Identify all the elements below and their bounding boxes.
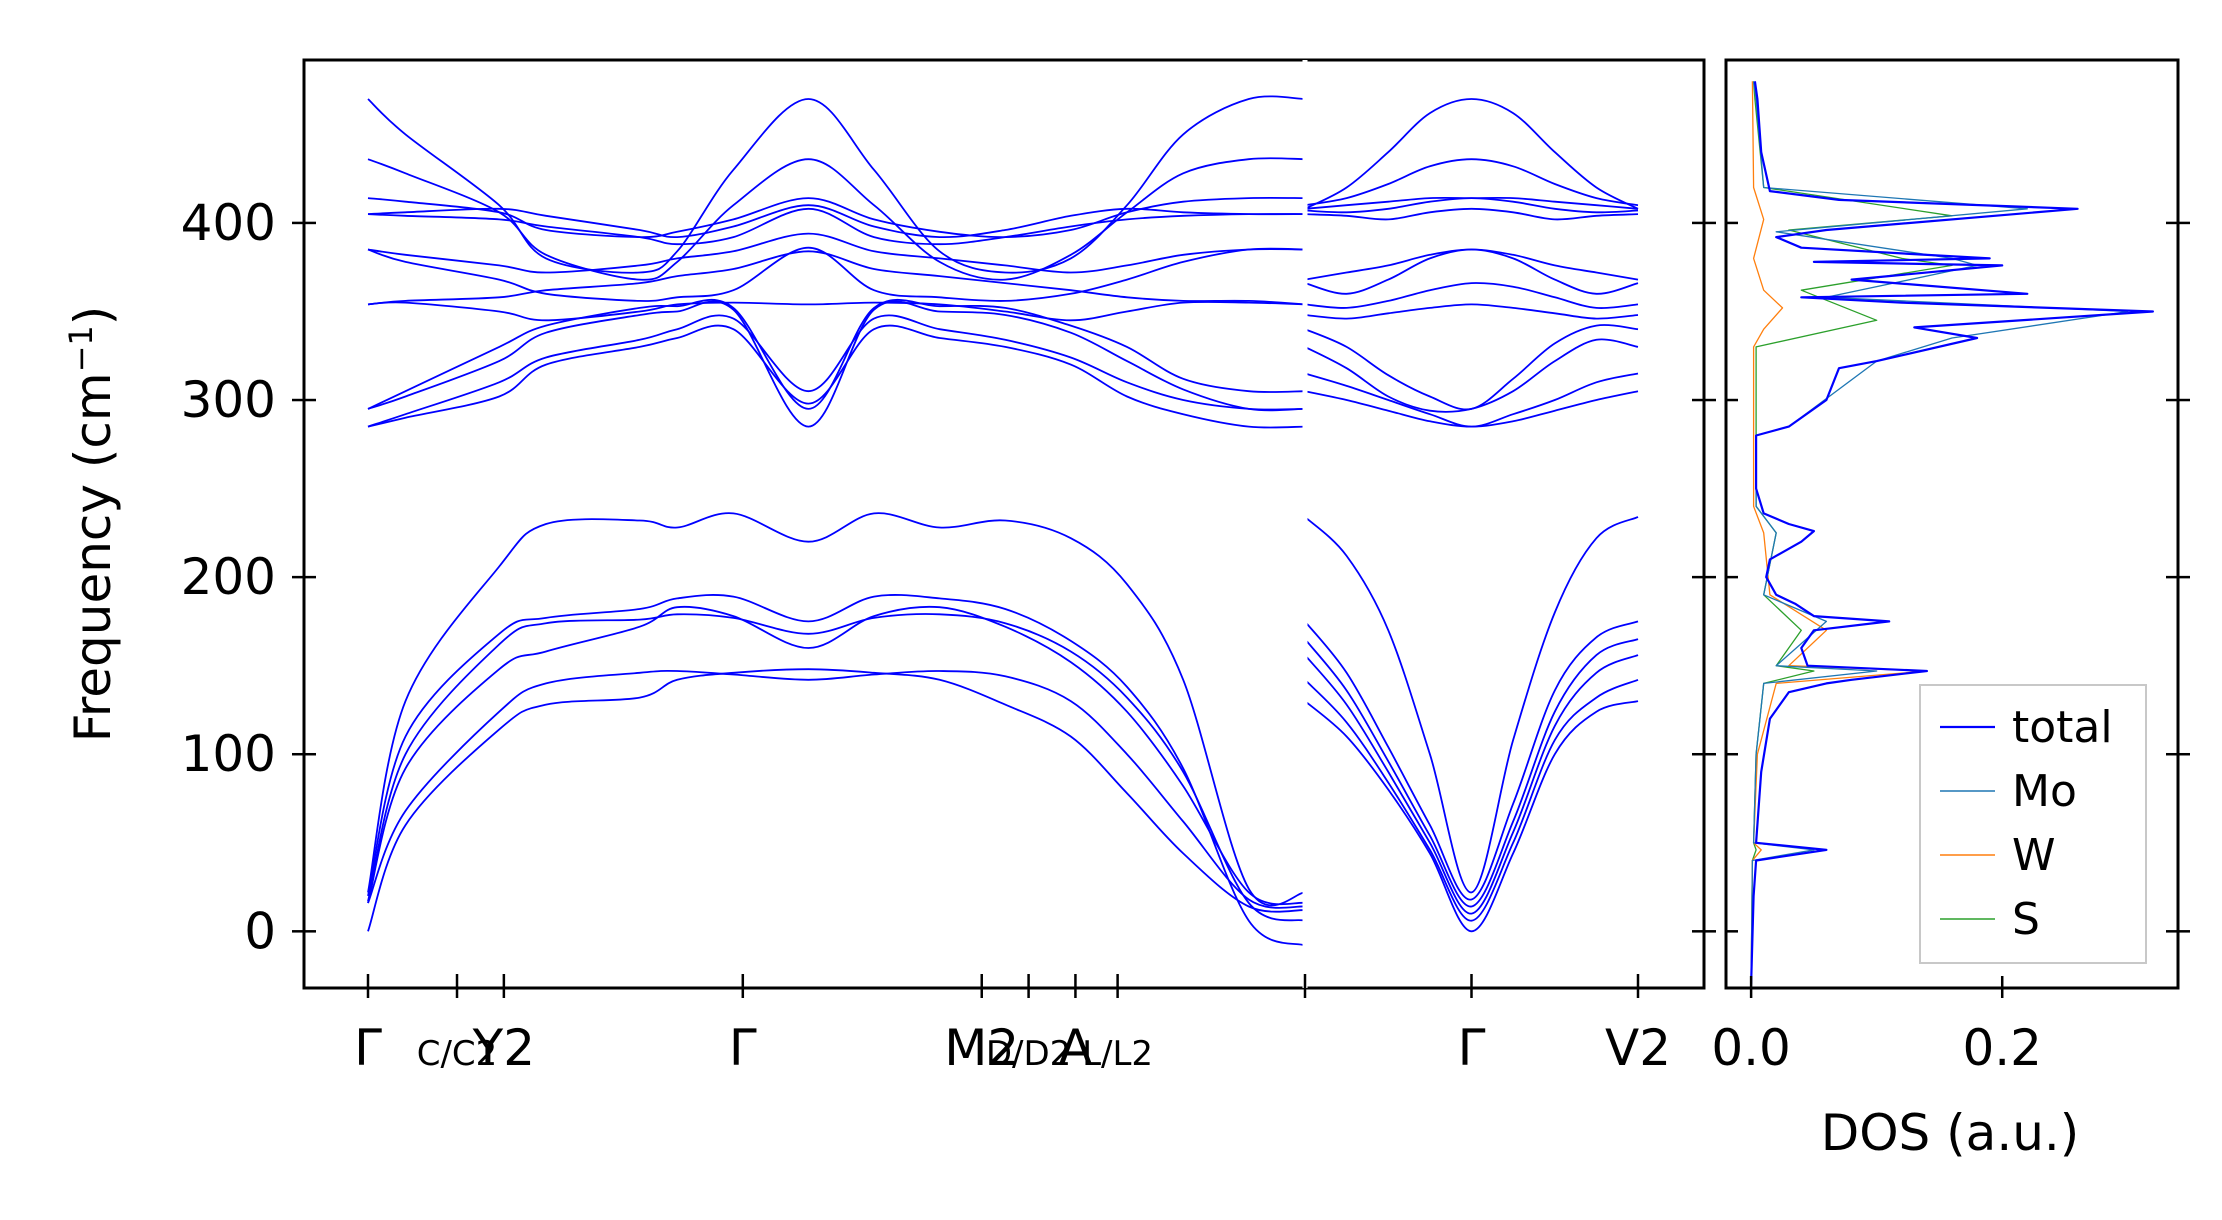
band-line bbox=[1304, 158, 1639, 207]
band-line bbox=[1304, 700, 1639, 933]
band-line bbox=[1304, 282, 1639, 310]
band-line bbox=[367, 314, 1306, 428]
band-line bbox=[367, 196, 1306, 239]
band-line bbox=[367, 300, 1306, 428]
legend-label-w: W bbox=[2012, 830, 2056, 881]
high-symmetry-label-main: A bbox=[1058, 1019, 1092, 1077]
band-plot-frame bbox=[302, 58, 1706, 990]
y-axis-label-close: ) bbox=[64, 306, 122, 326]
y-axis-label: Frequency (cm−1) bbox=[62, 306, 122, 743]
legend-label-s: S bbox=[2012, 894, 2040, 945]
dos-plot-frame bbox=[1724, 58, 2180, 990]
high-symmetry-label: Γ bbox=[354, 1019, 382, 1077]
high-symmetry-label: Γ bbox=[1458, 1019, 1486, 1077]
y-tick-label: 400 bbox=[181, 194, 276, 252]
high-symmetry-label-main: Γ bbox=[354, 1019, 382, 1077]
y-tick-label: 100 bbox=[181, 725, 276, 783]
high-symmetry-label: C/C2 bbox=[417, 1034, 498, 1074]
high-symmetry-label-sub: L/L2 bbox=[1082, 1034, 1153, 1074]
band-line bbox=[1304, 516, 1639, 894]
dos-x-axis-label: DOS (a.u.) bbox=[1821, 1104, 2080, 1162]
high-symmetry-label-main: M bbox=[944, 1019, 987, 1077]
dos-x-tick-label: 0.2 bbox=[1962, 1019, 2042, 1077]
high-symmetry-label: Y2 bbox=[472, 1019, 535, 1077]
band-line bbox=[1304, 207, 1639, 221]
high-symmetry-label-main: Y bbox=[472, 1019, 504, 1077]
band-curves bbox=[367, 95, 1639, 947]
y-tick-label: 200 bbox=[181, 548, 276, 606]
high-symmetry-label-main: V bbox=[1605, 1019, 1639, 1077]
band-line bbox=[367, 669, 1306, 909]
high-symmetry-label-main: Γ bbox=[729, 1019, 757, 1077]
band-line bbox=[367, 250, 1306, 306]
band-line bbox=[1304, 638, 1639, 908]
high-symmetry-label-sub: 2 bbox=[503, 1019, 535, 1077]
dos-line-total bbox=[1750, 81, 2154, 985]
high-symmetry-label: Γ bbox=[729, 1019, 757, 1077]
band-line bbox=[1304, 303, 1639, 320]
band-line bbox=[367, 668, 1306, 932]
band-line bbox=[367, 298, 1306, 410]
band-line bbox=[367, 95, 1306, 274]
band-line bbox=[1304, 196, 1639, 210]
y-tick-label: 300 bbox=[181, 371, 276, 429]
high-symmetry-label-main: Γ bbox=[1458, 1019, 1486, 1077]
dos-curves bbox=[1750, 81, 2154, 985]
band-line bbox=[367, 613, 1306, 922]
band-line bbox=[367, 605, 1306, 906]
dos-panel: 0.0 0.2 bbox=[1711, 58, 2190, 1077]
high-symmetry-label: M2 bbox=[944, 1019, 1019, 1077]
y-axis-label-main: Frequency (cm bbox=[64, 372, 122, 742]
band-line bbox=[367, 232, 1306, 274]
band-line bbox=[367, 207, 1306, 246]
band-line bbox=[367, 246, 1306, 302]
band-line bbox=[367, 594, 1306, 947]
high-symmetry-label-sub: D/D2 bbox=[986, 1034, 1071, 1074]
band-line bbox=[367, 512, 1306, 907]
high-symmetry-label-sub: 2 bbox=[987, 1019, 1019, 1077]
high-symmetry-label: V2 bbox=[1605, 1019, 1671, 1077]
high-symmetry-label: L/L2 bbox=[1082, 1034, 1153, 1074]
legend-label-total: total bbox=[2012, 702, 2113, 753]
band-line bbox=[367, 301, 1306, 322]
dos-x-tick-label: 0.0 bbox=[1711, 1019, 1791, 1077]
legend-box bbox=[1919, 684, 2147, 964]
band-line bbox=[1304, 678, 1639, 922]
high-symmetry-label: A bbox=[1058, 1019, 1092, 1077]
dos-legend: total Mo WS bbox=[1919, 684, 2147, 964]
band-line bbox=[367, 204, 1306, 239]
band-line bbox=[1304, 324, 1639, 411]
band-line bbox=[1304, 372, 1639, 428]
high-symmetry-label: D/D2 bbox=[986, 1034, 1071, 1074]
high-symmetry-label-sub: C/C2 bbox=[417, 1034, 498, 1074]
band-line bbox=[1304, 654, 1639, 915]
band-line bbox=[1304, 98, 1639, 210]
dos-axis-ticks: 0.0 0.2 bbox=[1711, 221, 2190, 1077]
legend-label-mo: Mo bbox=[2012, 766, 2077, 817]
y-axis-label-exponent: −1 bbox=[62, 325, 100, 372]
band-line bbox=[1304, 620, 1639, 901]
high-symmetry-label-sub: 2 bbox=[1639, 1019, 1671, 1077]
y-tick-label: 0 bbox=[244, 902, 276, 960]
band-line bbox=[1304, 248, 1639, 281]
